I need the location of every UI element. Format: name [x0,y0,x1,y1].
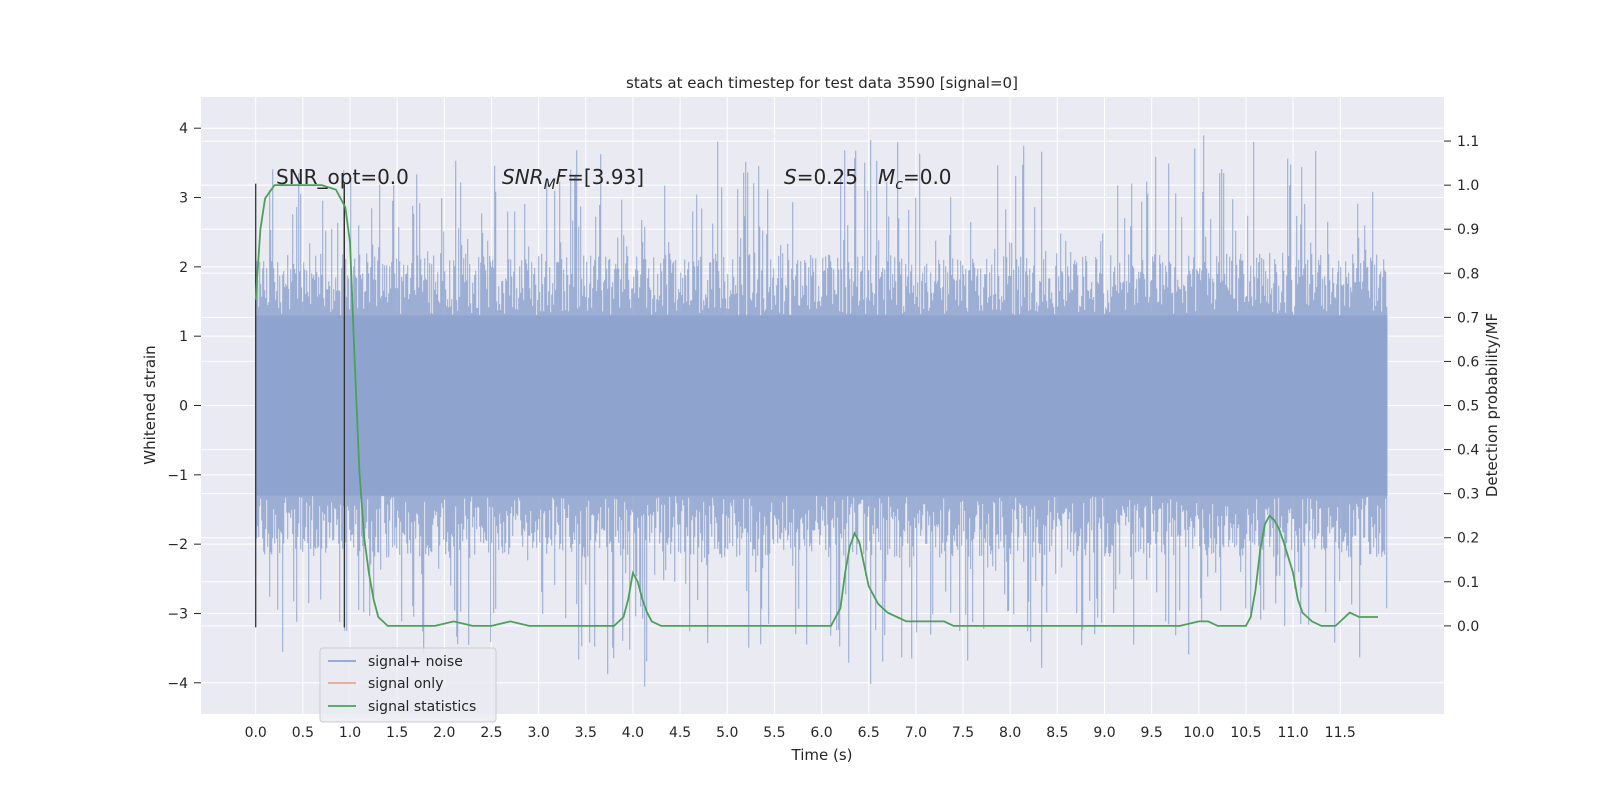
x-tick-label: 2.0 [433,725,455,741]
x-tick-label: 8.5 [1046,725,1068,741]
x-tick-label: 1.0 [339,725,361,741]
x-tick-label: 0.0 [245,725,267,741]
x-tick-label: 0.5 [292,725,314,741]
x-tick-label: 8.0 [999,725,1021,741]
y-tick-label-left: 1 [179,329,188,345]
y-tick-label-right: 0.1 [1457,575,1479,591]
x-ticks: 0.0 0.5 1.0 1.5 2.0 2.5 3.0 3.5 4.0 4.5 5.0 5.5 6.0 6… [245,725,1356,741]
x-tick-label: 9.5 [1141,725,1163,741]
y-tick-label-right: 0.0 [1457,619,1479,635]
x-tick-label: 7.5 [952,725,974,741]
y-tick-label-right: 0.5 [1457,399,1479,415]
y-tick-label-left: −2 [167,537,188,553]
noise-band [255,135,1388,687]
x-tick-label: 5.5 [763,725,785,741]
x-axis-label: Time (s) [791,746,853,764]
y-ticks-right: 1.1 1.0 0.9 0.8 0.7 0.6 0.5 0.4 0.3 0.2 0.1 0.0 [1444,134,1479,635]
annotation-snr-opt: SNR_opt=0.0 [276,165,409,189]
legend-label-signal-only: signal only [368,676,443,692]
x-tick-label: 9.0 [1093,725,1115,741]
annotation-s: S=0.25 [784,165,858,189]
legend-label-signal-statistics: signal statistics [368,699,476,715]
legend-box [319,647,497,723]
x-tick-label: 10.5 [1230,725,1261,741]
signal-statistics-line [254,184,1378,627]
y-tick-label-right: 1.1 [1457,134,1479,150]
x-tick-label: 3.5 [575,725,597,741]
chart-title: stats at each timestep for test data 359… [626,74,1018,92]
x-tick-label: 4.0 [622,725,644,741]
y-tick-label-left: 4 [179,121,188,137]
legend: signal+ noise signal only signal statist… [319,647,497,723]
y-tick-label-right: 0.8 [1457,266,1479,282]
annotation-snr-mf: SNRMF=[3.93] [502,165,644,193]
y-tick-label-left: 2 [179,260,188,276]
y-tick-label-right: 0.4 [1457,443,1479,459]
y-tick-label-right: 0.9 [1457,222,1479,238]
y-tick-label-right: 0.2 [1457,531,1479,547]
x-tick-label: 1.5 [386,725,408,741]
vertical-lines [255,183,346,628]
x-tick-label: 4.5 [669,725,691,741]
x-tick-label: 10.0 [1183,725,1214,741]
y-tick-label-left: −1 [167,468,188,484]
legend-label-noise: signal+ noise [368,654,463,670]
y-tick-label-right: 1.0 [1457,178,1479,194]
y-tick-label-right: 0.3 [1457,487,1479,503]
x-tick-label: 6.0 [810,725,832,741]
x-tick-label: 11.5 [1325,725,1356,741]
x-tick-label: 5.0 [716,725,738,741]
y-tick-label-left: −4 [167,676,188,692]
x-tick-label: 7.0 [905,725,927,741]
x-tick-label: 2.5 [480,725,502,741]
annotation-mc: Mc=0.0 [878,165,952,193]
y-axis-label-right: Detection probability/MF [1483,313,1501,497]
y-ticks-left: 4 3 2 1 0 −1 −2 −3 −4 [167,121,201,692]
y-tick-label-left: 0 [179,399,188,415]
y-axis-label: Whitened strain [141,345,159,464]
x-tick-label: 3.0 [527,725,549,741]
y-tick-label-left: −3 [167,606,188,622]
y-tick-label-right: 0.7 [1457,310,1479,326]
x-tick-label: 6.5 [858,725,880,741]
x-tick-label: 11.0 [1278,725,1309,741]
y-tick-label-left: 3 [179,191,188,207]
y-tick-label-right: 0.6 [1457,354,1479,370]
